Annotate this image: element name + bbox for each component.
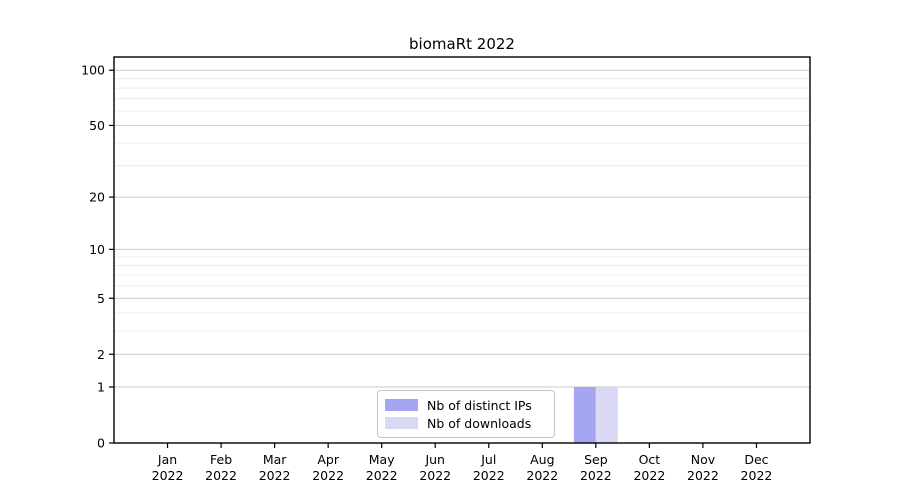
x-tick-label-year: 2022	[152, 468, 184, 483]
y-tick-label: 0	[97, 436, 105, 451]
x-tick-label-month: Oct	[639, 452, 661, 467]
x-tick-label-month: Jul	[480, 452, 496, 467]
x-tick-label-year: 2022	[259, 468, 291, 483]
legend-item: Nb of distinct IPs	[385, 398, 546, 413]
legend-label: Nb of distinct IPs	[427, 397, 532, 413]
legend-item: Nb of downloads	[385, 416, 546, 431]
legend-swatch	[385, 417, 418, 429]
y-tick-label: 100	[81, 63, 105, 78]
x-tick-label-month: Jun	[424, 452, 445, 467]
x-tick-label-month: Feb	[210, 452, 232, 467]
x-tick-label-year: 2022	[687, 468, 719, 483]
chart-title: biomaRt 2022	[409, 35, 515, 53]
y-tick-label: 2	[97, 347, 105, 362]
x-tick-label-year: 2022	[312, 468, 344, 483]
axes-frame	[113, 56, 811, 444]
x-tick-label-month: May	[369, 452, 395, 467]
x-tick-label-year: 2022	[473, 468, 505, 483]
x-tick-label-month: Sep	[584, 452, 608, 467]
y-tick-label: 20	[89, 190, 105, 205]
y-tick-label: 50	[89, 118, 105, 133]
x-tick-label-month: Nov	[691, 452, 716, 467]
x-tick-label-month: Jan	[157, 452, 177, 467]
legend: Nb of distinct IPs Nb of downloads	[377, 390, 555, 438]
legend-swatch	[385, 399, 418, 411]
bar-nb-of-distinct-ips	[573, 387, 596, 443]
x-tick-label-year: 2022	[580, 468, 612, 483]
x-tick-label-year: 2022	[205, 468, 237, 483]
x-tick-label-month: Mar	[263, 452, 287, 467]
y-tick-label: 5	[97, 291, 105, 306]
x-tick-label-year: 2022	[419, 468, 451, 483]
x-tick-label-month: Apr	[317, 452, 339, 467]
legend-label: Nb of downloads	[427, 415, 532, 431]
x-tick-label-month: Dec	[744, 452, 768, 467]
y-tick-label: 10	[89, 242, 105, 257]
x-tick-label-year: 2022	[633, 468, 665, 483]
x-tick-label-year: 2022	[366, 468, 398, 483]
x-tick-label-year: 2022	[526, 468, 558, 483]
x-tick-label-year: 2022	[741, 468, 773, 483]
x-tick-label-month: Aug	[530, 452, 554, 467]
y-tick-label: 1	[97, 380, 105, 395]
bar-nb-of-downloads	[595, 387, 618, 443]
